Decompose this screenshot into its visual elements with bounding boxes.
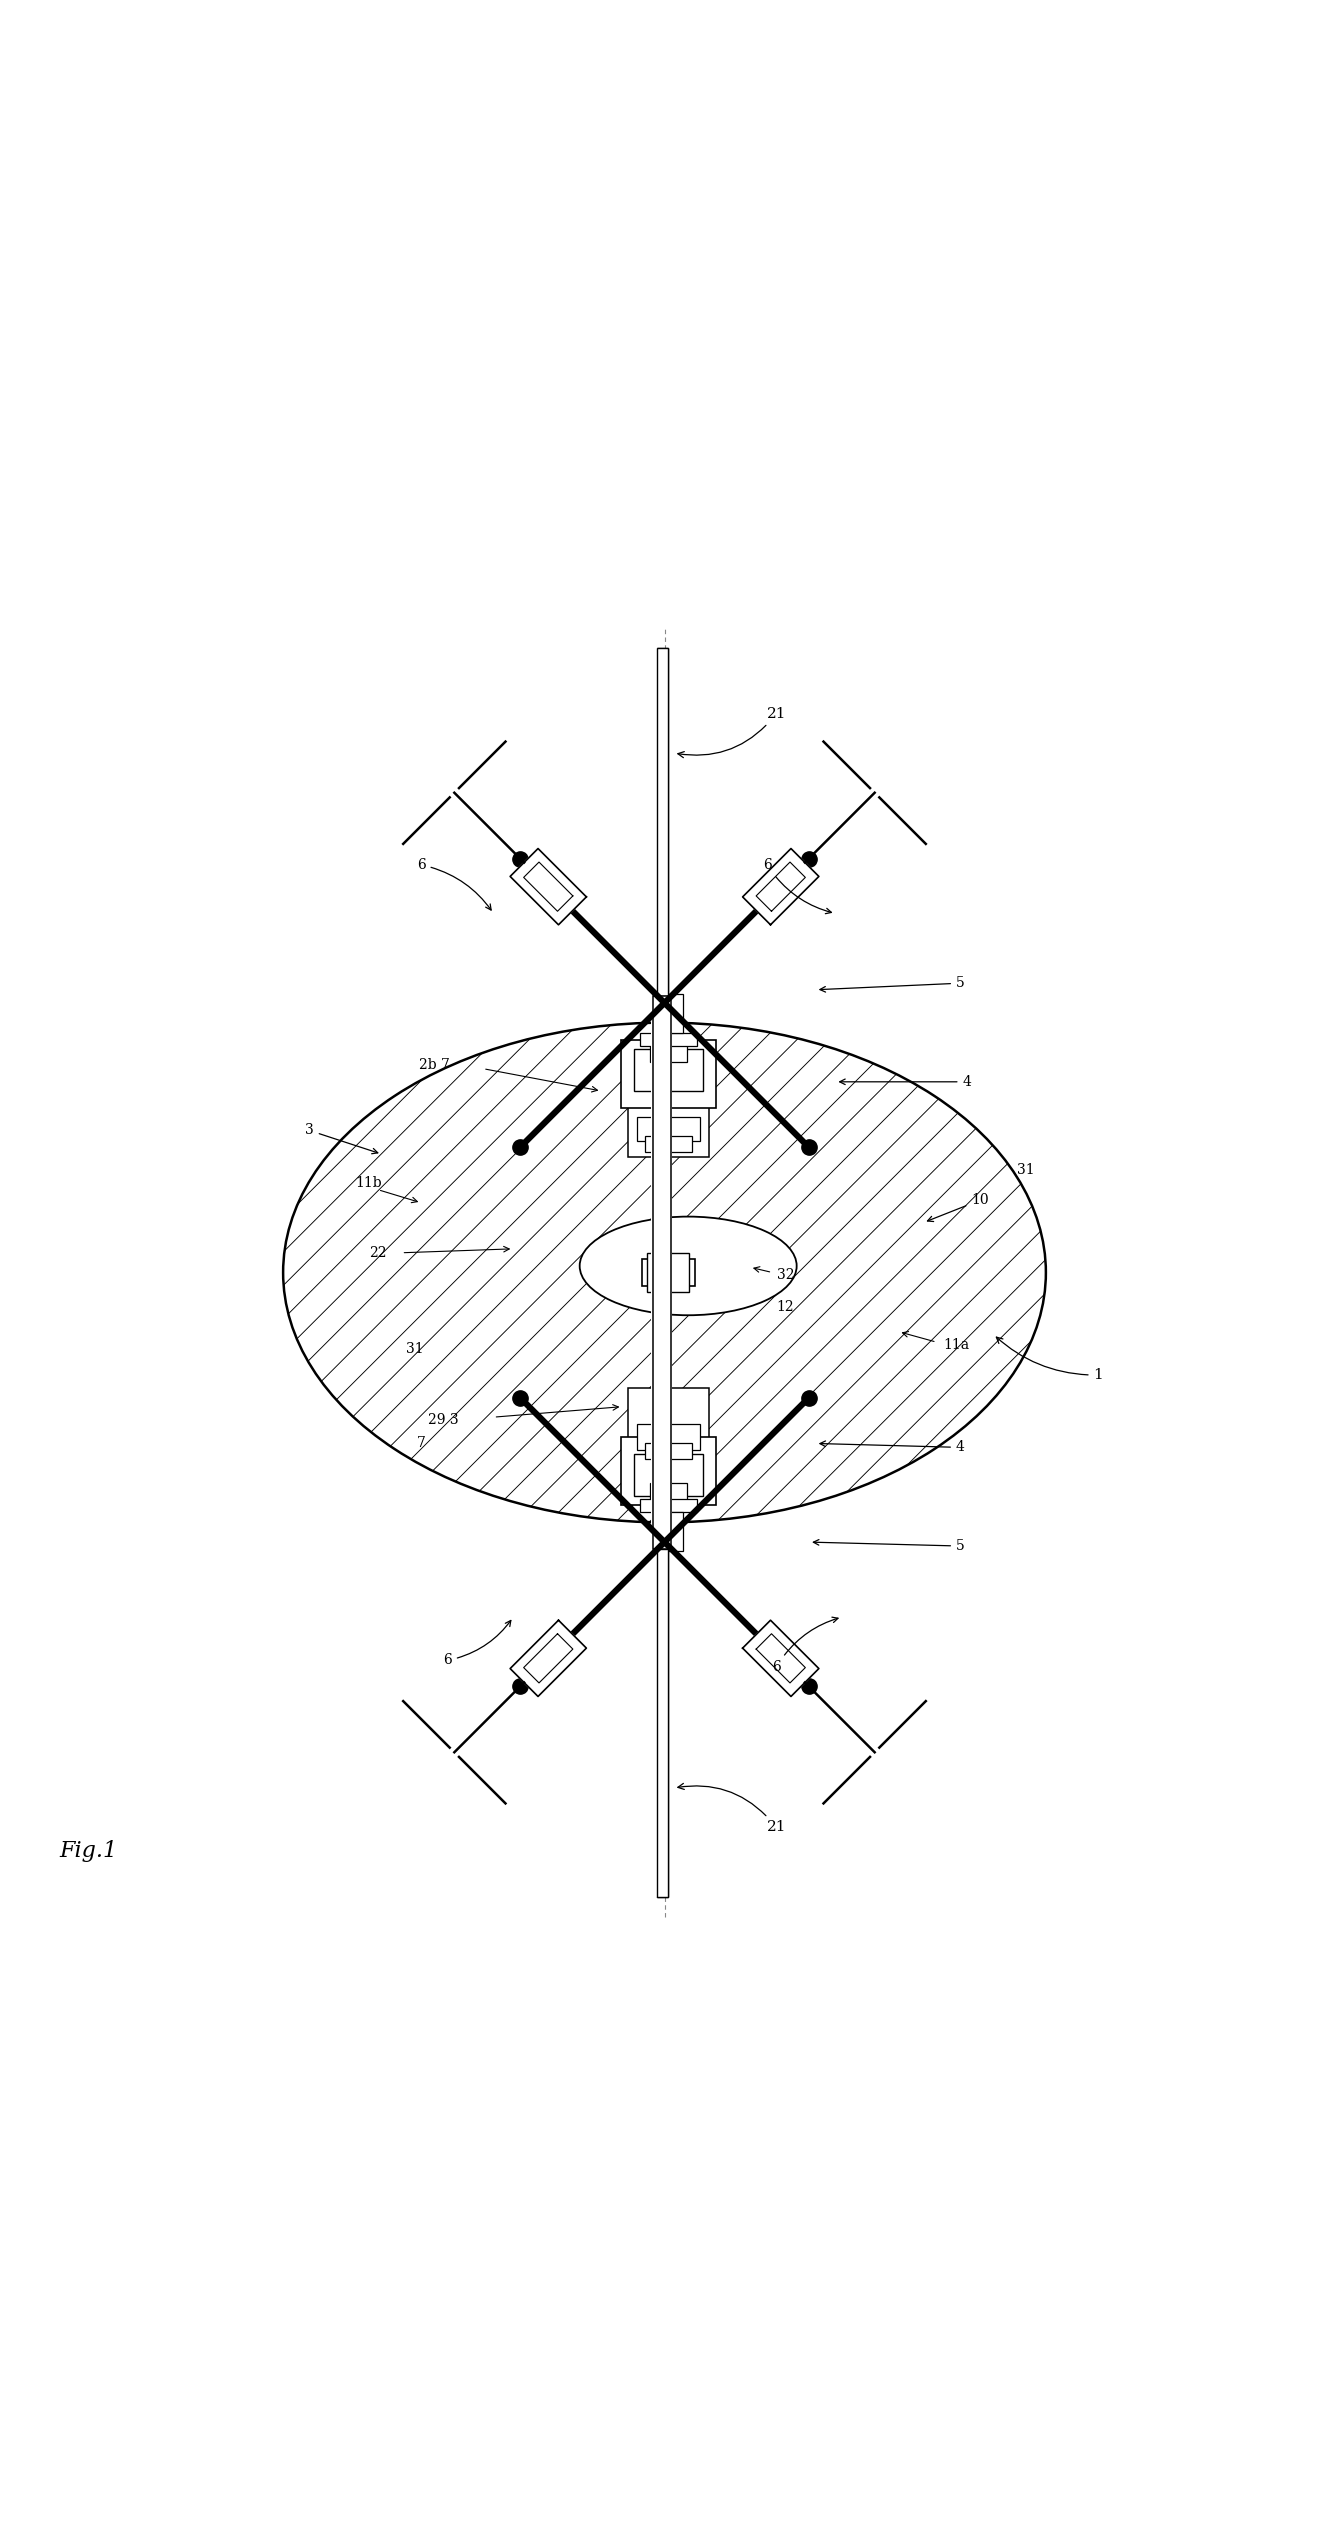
Bar bbox=[653, 995, 671, 1550]
Bar bbox=[621, 1041, 716, 1107]
Bar bbox=[657, 1550, 668, 1896]
Text: 11b: 11b bbox=[355, 1176, 381, 1191]
Polygon shape bbox=[524, 863, 573, 911]
Bar bbox=[634, 1453, 703, 1496]
Bar bbox=[645, 1443, 692, 1458]
Bar bbox=[657, 649, 668, 995]
Text: 22: 22 bbox=[369, 1245, 387, 1260]
Text: 2b 7: 2b 7 bbox=[419, 1059, 449, 1071]
Text: 31: 31 bbox=[1017, 1163, 1035, 1176]
Text: 1: 1 bbox=[997, 1336, 1103, 1382]
Bar bbox=[645, 1135, 692, 1150]
Text: 6: 6 bbox=[443, 1621, 510, 1667]
Text: 4: 4 bbox=[820, 1440, 965, 1453]
Polygon shape bbox=[524, 1634, 573, 1682]
Bar bbox=[653, 995, 671, 1550]
Text: 32: 32 bbox=[776, 1267, 795, 1283]
Text: 7: 7 bbox=[417, 1435, 425, 1451]
Text: 10: 10 bbox=[928, 1194, 989, 1222]
Text: 4: 4 bbox=[840, 1074, 971, 1089]
Bar bbox=[654, 993, 683, 1033]
Text: 29 3: 29 3 bbox=[428, 1412, 459, 1428]
Text: 6: 6 bbox=[763, 858, 832, 914]
Bar bbox=[627, 1387, 710, 1466]
Bar bbox=[639, 1033, 698, 1046]
Bar bbox=[650, 1038, 687, 1061]
Bar bbox=[642, 1260, 695, 1285]
Polygon shape bbox=[510, 847, 586, 924]
Bar bbox=[627, 1079, 710, 1158]
Bar bbox=[637, 1117, 700, 1140]
Bar bbox=[639, 1499, 698, 1512]
Bar bbox=[654, 1512, 683, 1552]
Bar bbox=[651, 1550, 663, 1896]
Text: 21: 21 bbox=[678, 1784, 785, 1835]
Bar bbox=[634, 1049, 703, 1092]
Bar bbox=[657, 649, 668, 995]
Text: Fig.1: Fig.1 bbox=[60, 1840, 118, 1863]
Polygon shape bbox=[510, 1621, 586, 1698]
Text: 31: 31 bbox=[405, 1341, 424, 1356]
Text: 11a: 11a bbox=[944, 1339, 970, 1351]
Text: 5: 5 bbox=[820, 977, 965, 993]
Text: 21: 21 bbox=[678, 708, 785, 758]
Polygon shape bbox=[743, 1621, 819, 1698]
Polygon shape bbox=[756, 863, 805, 911]
Text: 6: 6 bbox=[417, 858, 492, 911]
Text: 5: 5 bbox=[813, 1540, 965, 1552]
Bar bbox=[621, 1438, 716, 1504]
Text: 12: 12 bbox=[776, 1300, 795, 1313]
Bar bbox=[650, 1484, 687, 1507]
Polygon shape bbox=[756, 1634, 805, 1682]
Bar bbox=[637, 1423, 700, 1451]
Text: 3: 3 bbox=[306, 1122, 377, 1153]
Bar bbox=[651, 995, 672, 1550]
Bar bbox=[647, 1252, 690, 1293]
Bar bbox=[657, 1550, 668, 1896]
Ellipse shape bbox=[579, 1217, 796, 1316]
Polygon shape bbox=[743, 847, 819, 924]
Text: 6: 6 bbox=[772, 1616, 839, 1675]
Bar bbox=[651, 649, 663, 995]
